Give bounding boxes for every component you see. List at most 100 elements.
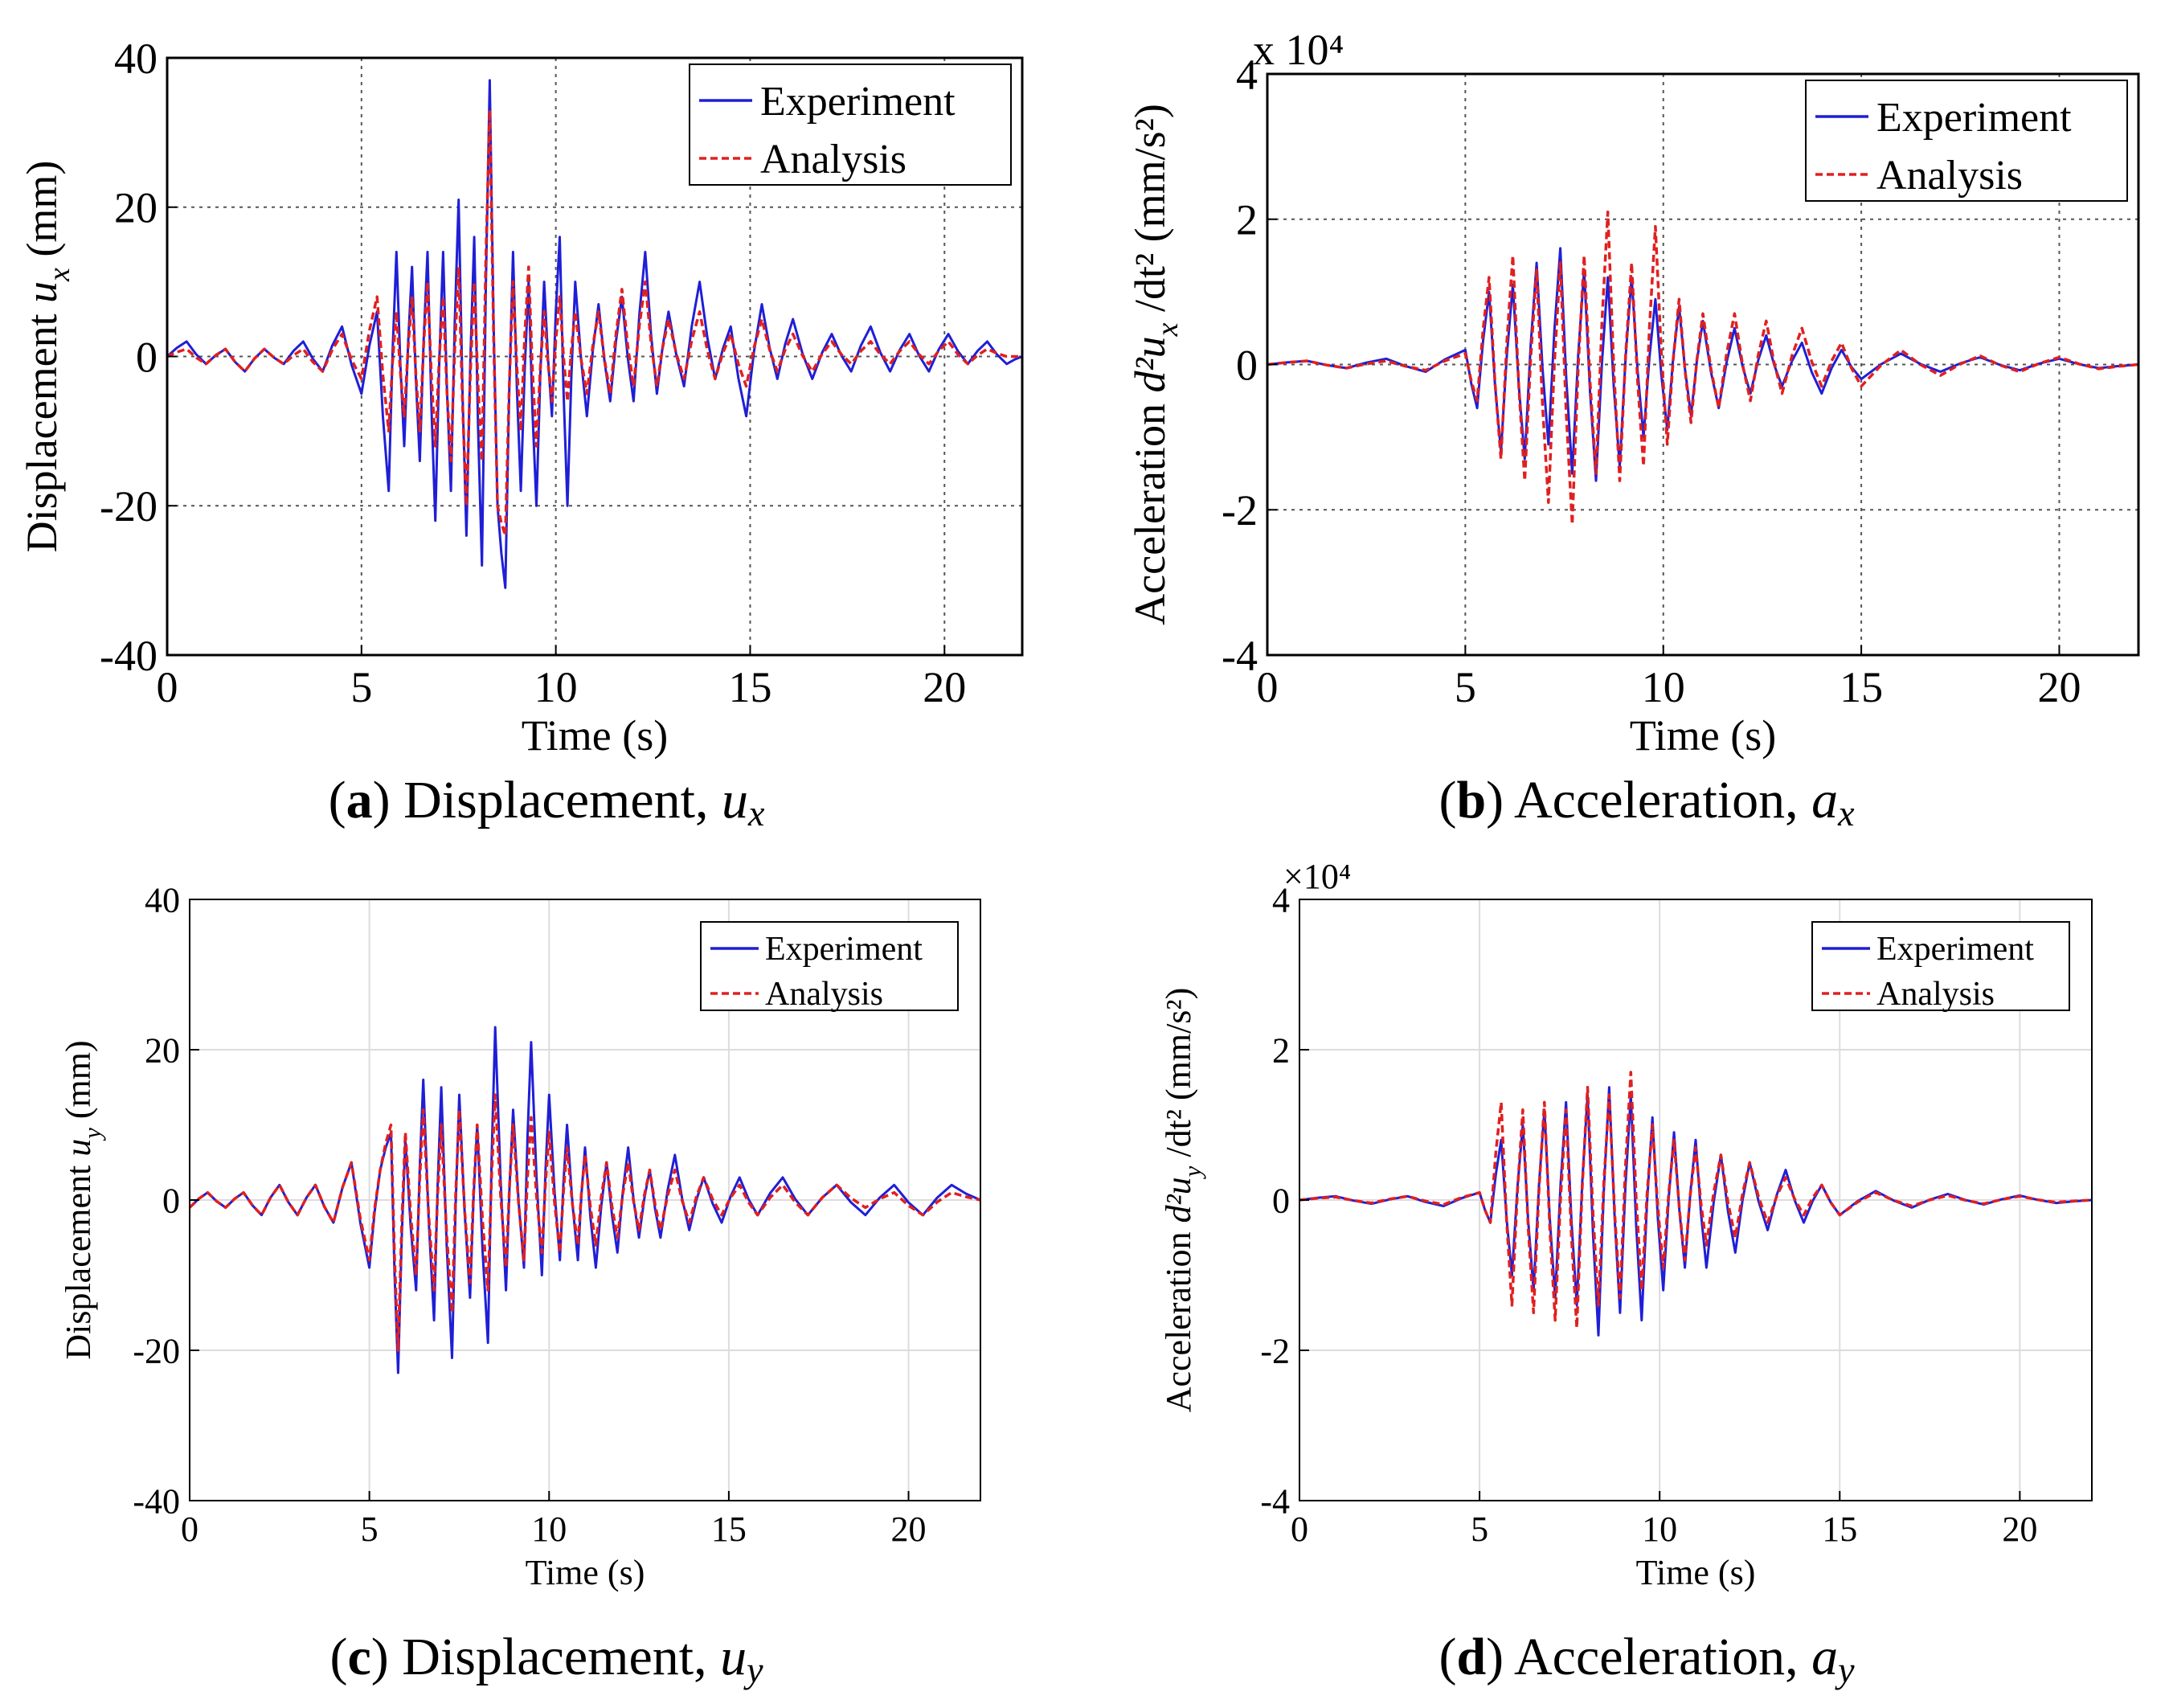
- caption-d-label: d: [1456, 1628, 1487, 1686]
- y-tick-label: 0: [136, 333, 158, 381]
- caption-d-var: a: [1811, 1628, 1839, 1686]
- series-line-analysis: [1299, 1071, 2093, 1329]
- y-tick-label: 0: [1272, 1181, 1290, 1220]
- x-tick-label: 20: [2002, 1509, 2037, 1549]
- legend-box: [1805, 80, 2128, 202]
- y-label-main: Acceleration: [1126, 393, 1174, 625]
- x-tick-label: 5: [1455, 663, 1476, 711]
- legend-label-analysis: Analysis: [765, 976, 883, 1013]
- caption-c-label: c: [347, 1628, 371, 1686]
- legend: Experiment Analysis: [689, 63, 1012, 186]
- legend: Experiment Analysis: [700, 921, 959, 1013]
- y-tick-label: -4: [1222, 632, 1258, 680]
- x-tick-label: 10: [1642, 663, 1685, 711]
- caption-a-var: u: [721, 771, 748, 829]
- y-label-var: u: [59, 1139, 98, 1157]
- y-label-var: d²u: [1126, 336, 1174, 392]
- caption-c-text: Displacement,: [402, 1628, 707, 1686]
- caption-d-text: Acceleration,: [1514, 1628, 1799, 1686]
- caption-b-label: b: [1456, 771, 1487, 829]
- legend: Experiment Analysis: [1811, 921, 2070, 1013]
- y-label-sub: y: [79, 1128, 106, 1141]
- caption-c-var: u: [720, 1628, 747, 1686]
- x-tick-label: 10: [1642, 1509, 1677, 1549]
- y-tick-label: 2: [1272, 1030, 1290, 1070]
- x-tick-label: 5: [361, 1509, 379, 1549]
- y-tick-label: 2: [1236, 196, 1258, 244]
- y-label-main: Acceleration: [1159, 1223, 1198, 1413]
- caption-a-label: a: [346, 771, 373, 829]
- x-tick-label: 0: [1291, 1509, 1308, 1549]
- y-label-unit: (mm): [59, 1040, 98, 1128]
- y-label-sub: x: [43, 268, 76, 282]
- y-tick-label: 4: [1272, 880, 1290, 920]
- series-line-analysis: [1267, 210, 2139, 526]
- caption-a-sub: x: [747, 793, 765, 834]
- x-tick-label: 10: [534, 663, 578, 711]
- y-axis-label: Acceleration d²ux /dt² (mm/s²): [1126, 104, 1185, 625]
- x-tick-label: 5: [350, 663, 372, 711]
- series-line-analysis: [188, 1093, 981, 1352]
- caption-d: (d) Acceleration, ay: [1438, 1628, 1855, 1690]
- caption-b-sub: x: [1838, 793, 1855, 834]
- chart-a-svg: 0 5 10 15 20 -40 -20 0 20 40 Time (s) Displacement …: [18, 35, 1024, 760]
- x-tick-label: 0: [157, 663, 178, 711]
- y-tick-label: 40: [114, 35, 158, 83]
- legend: Experiment Analysis: [1805, 80, 2128, 202]
- x-tick-label: 0: [1257, 663, 1279, 711]
- y-label-main: Displacement: [18, 303, 66, 552]
- caption-a-text: Displacement,: [403, 771, 709, 829]
- y-label-unit: (mm): [18, 161, 66, 268]
- legend-label-experiment: Experiment: [760, 79, 956, 125]
- caption-b-text: Acceleration,: [1514, 771, 1799, 829]
- legend-box: [700, 921, 959, 1011]
- x-axis-label: Time (s): [1630, 711, 1777, 760]
- x-tick-label: 15: [1840, 663, 1883, 711]
- y-tick-label: -2: [1260, 1331, 1290, 1370]
- series-line-experiment: [1299, 1086, 2093, 1337]
- caption-d-sub: y: [1838, 1649, 1855, 1690]
- y-axis-label: Acceleration d²uy /dt² (mm/s²): [1159, 988, 1206, 1413]
- y-label-sub: y: [1179, 1165, 1206, 1179]
- legend-label-experiment: Experiment: [765, 931, 923, 968]
- x-tick-label: 10: [531, 1509, 567, 1549]
- y-tick-label: 20: [145, 1030, 180, 1070]
- y-tick-label: -40: [100, 632, 158, 680]
- y-tick-label: 20: [114, 184, 158, 232]
- x-tick-label: 20: [2037, 663, 2081, 711]
- legend-label-analysis: Analysis: [760, 137, 906, 182]
- x-axis-label: Time (s): [1636, 1553, 1756, 1592]
- x-axis-label: Time (s): [522, 711, 669, 760]
- y-tick-label: -4: [1260, 1481, 1290, 1521]
- y-multiplier: ×10⁴: [1283, 857, 1351, 896]
- legend-box: [689, 63, 1012, 186]
- chart-panel-c: 0 5 10 15 20 -40 -20 0 20 40 Time (s) Displacement …: [0, 854, 1084, 1708]
- caption-b-var: a: [1811, 771, 1839, 829]
- y-tick-label: -20: [100, 482, 158, 530]
- y-tick-label: -40: [133, 1481, 180, 1521]
- y-label-var: d²u: [1159, 1177, 1198, 1223]
- legend-box: [1811, 921, 2070, 1011]
- chart-c-svg: 0 5 10 15 20 -40 -20 0 20 40 Time (s) Displacement …: [59, 880, 981, 1592]
- x-tick-label: 5: [1471, 1509, 1488, 1549]
- x-tick-label: 20: [923, 663, 966, 711]
- chart-panel-a: 0 5 10 15 20 -40 -20 0 20 40 Time (s) Displacement …: [0, 0, 1084, 854]
- caption-c: (c) Displacement, uy: [329, 1628, 763, 1690]
- series-line-experiment: [166, 79, 1023, 589]
- y-label-sub: x: [1151, 322, 1185, 337]
- chart-panel-d: 0 5 10 15 20 -4 -2 0 2 4 ×10⁴ Time (s) Acceleration …: [1084, 854, 2169, 1708]
- chart-b-svg: 0 5 10 15 20 -4 -2 0 2 4x 10⁴ Time (s) Acceleration…: [1126, 26, 2140, 760]
- y-label-var: u: [18, 281, 66, 303]
- caption-a: (a) Displacement, ux: [328, 771, 765, 834]
- x-tick-label: 0: [181, 1509, 198, 1549]
- y-label-unit: /dt² (mm/s²): [1126, 104, 1174, 322]
- y-tick-label: 0: [1236, 341, 1258, 389]
- legend-label-analysis: Analysis: [1876, 153, 2023, 199]
- y-label-main: Displacement: [59, 1157, 98, 1360]
- y-multiplier: x 10⁴: [1253, 26, 1344, 74]
- y-label-unit: /dt² (mm/s²): [1159, 988, 1198, 1166]
- series-line-analysis: [166, 109, 1022, 538]
- y-axis-label: Displacement uy (mm): [59, 1040, 106, 1359]
- y-tick-label: -2: [1222, 486, 1258, 535]
- y-axis-label: Displacement ux (mm): [18, 161, 76, 553]
